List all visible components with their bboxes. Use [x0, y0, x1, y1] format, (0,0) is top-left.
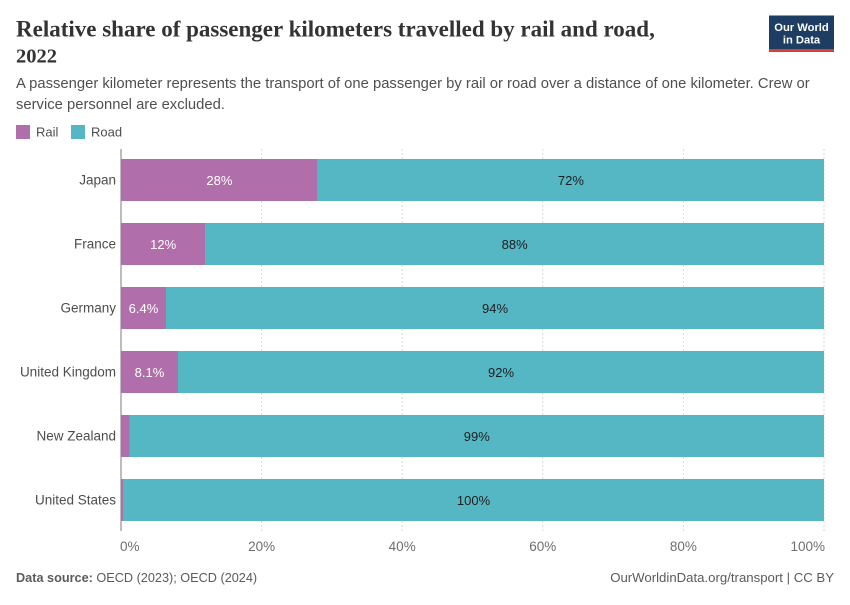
svg-text:88%: 88%	[502, 237, 528, 252]
svg-text:100%: 100%	[790, 539, 825, 554]
svg-text:Relative share of passenger ki: Relative share of passenger kilometers t…	[16, 17, 655, 42]
svg-text:New Zealand: New Zealand	[36, 429, 116, 444]
svg-text:Rail: Rail	[36, 125, 59, 140]
svg-text:France: France	[74, 237, 116, 252]
svg-text:in Data: in Data	[783, 35, 821, 47]
svg-text:8.1%: 8.1%	[135, 365, 165, 380]
svg-text:Germany: Germany	[60, 301, 116, 316]
svg-text:12%: 12%	[150, 237, 176, 252]
svg-text:99%: 99%	[464, 429, 490, 444]
svg-text:OurWorldinData.org/transport |: OurWorldinData.org/transport | CC BY	[610, 570, 834, 585]
svg-text:100%: 100%	[457, 493, 491, 508]
svg-text:Our World: Our World	[774, 22, 829, 34]
svg-text:6.4%: 6.4%	[129, 301, 159, 316]
svg-text:20%: 20%	[248, 539, 275, 554]
svg-text:94%: 94%	[482, 301, 508, 316]
svg-text:0%: 0%	[120, 539, 140, 554]
svg-text:A passenger kilometer represen: A passenger kilometer represents the tra…	[16, 76, 810, 92]
svg-text:United Kingdom: United Kingdom	[20, 365, 116, 380]
svg-text:40%: 40%	[389, 539, 416, 554]
svg-text:92%: 92%	[488, 365, 514, 380]
svg-text:service personnel are excluded: service personnel are excluded.	[16, 97, 225, 113]
svg-text:72%: 72%	[558, 173, 584, 188]
svg-text:United States: United States	[35, 493, 116, 508]
svg-text:60%: 60%	[529, 539, 556, 554]
svg-text:Road: Road	[91, 125, 122, 140]
svg-text:Data source: OECD (2023); OECD: Data source: OECD (2023); OECD (2024)	[16, 571, 257, 585]
svg-text:Japan: Japan	[79, 173, 116, 188]
svg-text:80%: 80%	[670, 539, 697, 554]
svg-text:2022: 2022	[16, 46, 57, 68]
svg-text:28%: 28%	[206, 173, 232, 188]
